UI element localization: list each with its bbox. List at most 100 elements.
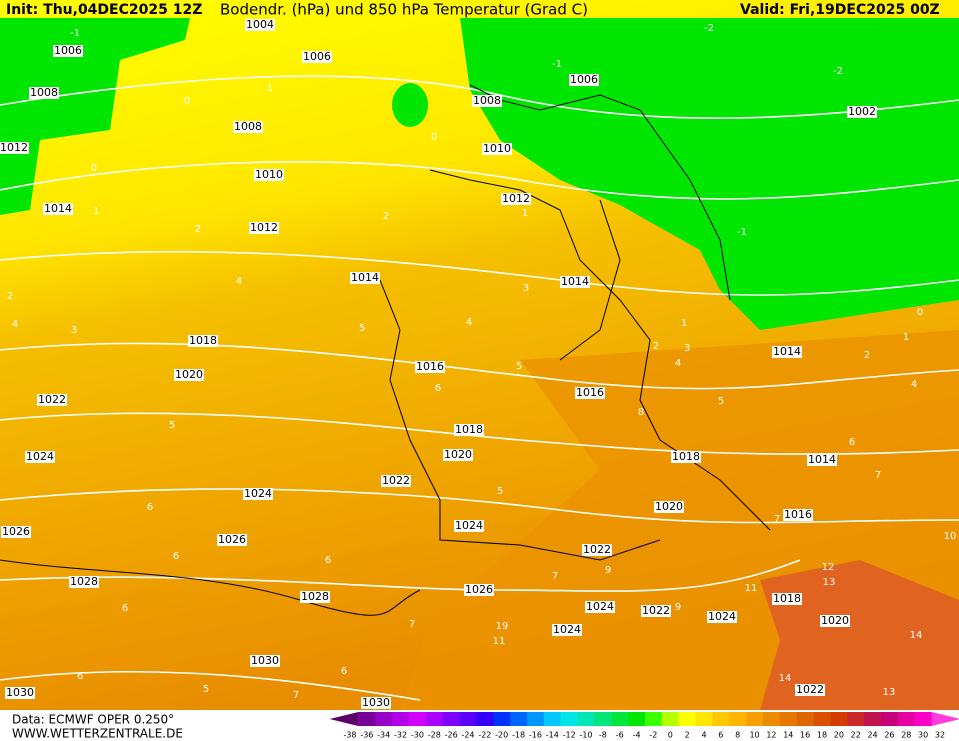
colorbar-tick-label: -4: [633, 731, 641, 740]
temperature-label: 1: [522, 208, 528, 219]
colorbar-swatch: [611, 712, 629, 726]
init-time: Init: Thu,04DEC2025 12Z: [6, 2, 202, 18]
isobar-label-box: [641, 605, 671, 617]
isobar-label: 1028: [70, 575, 98, 588]
temperature-label: 3: [684, 343, 690, 354]
isobar-label-box: [585, 601, 615, 613]
temperature-label: 0: [91, 163, 97, 174]
colorbar-swatch: [493, 712, 511, 726]
isobar-label: 1018: [672, 450, 700, 463]
isobar-label: 1016: [416, 360, 444, 373]
colorbar-swatch: [914, 712, 933, 726]
colorbar-tick-label: 26: [884, 731, 894, 740]
colorbar-tick-label: 6: [718, 731, 723, 740]
colorbar-swatch: [425, 712, 444, 726]
colorbar-swatch: [881, 712, 899, 726]
temperature-label: 13: [883, 687, 896, 698]
temperature-label: 6: [77, 671, 83, 682]
isobar-label: 1002: [848, 105, 876, 118]
isobar-label: 1026: [2, 525, 30, 538]
colorbar-tick-label: 24: [867, 731, 877, 740]
isobar-label: 1022: [382, 474, 410, 487]
isobar-label: 1014: [44, 202, 72, 215]
isobar-label-box: [795, 684, 825, 696]
valid-time: Valid: Fri,19DEC2025 00Z: [740, 2, 940, 18]
isobar-label-box: [847, 106, 877, 118]
isobar-label: 1030: [6, 686, 34, 699]
isobar-label: 1010: [255, 168, 283, 181]
isobar-label-box: [361, 697, 391, 709]
colorbar-tick-label: -8: [599, 731, 607, 740]
colorbar-tick-label: -16: [529, 731, 542, 740]
temperature-label: 14: [910, 630, 923, 641]
isobar-label-box: [217, 534, 247, 546]
isobar-label-box: [560, 276, 590, 288]
isobar-label-box: [300, 591, 330, 603]
isobar-label-box: [464, 584, 494, 596]
temperature-label: 6: [435, 383, 441, 394]
temperature-label: 1: [681, 318, 687, 329]
colorbar-tick-label: -36: [360, 731, 373, 740]
temperature-label: 2: [864, 350, 870, 361]
temperature-label: 4: [12, 319, 18, 330]
colorbar-swatch: [645, 712, 663, 726]
temperature-label: -2: [833, 66, 843, 77]
temperature-label: 6: [325, 555, 331, 566]
isobar-label-box: [249, 222, 279, 234]
colorbar-tick-label: 16: [800, 731, 810, 740]
temperature-label: 7: [875, 470, 881, 481]
colorbar-tick-label: -18: [512, 731, 525, 740]
temperature-label: 4: [236, 276, 242, 287]
temperature-label: 5: [359, 323, 365, 334]
temperature-label: 19: [496, 621, 509, 632]
colorbar-swatch: [796, 712, 815, 726]
colorbar-tick-label: 22: [851, 731, 861, 740]
colorbar-tick-label: 32: [935, 731, 945, 740]
isobar-label: 1012: [0, 141, 28, 154]
isobar-label-box: [43, 203, 73, 215]
cold-area: [0, 18, 190, 215]
colorbar-tick-label: -12: [563, 731, 576, 740]
colorbar-tick-label: -22: [478, 731, 491, 740]
colorbar-swatch: [527, 712, 545, 726]
temperature-label: 2: [383, 211, 389, 222]
isobar-label: 1024: [455, 519, 483, 532]
isobar-label: 1006: [54, 44, 82, 57]
isobar-label: 1008: [473, 94, 501, 107]
colorbar-tick-label: 0: [668, 731, 673, 740]
isobar-label: 1022: [583, 543, 611, 556]
colorbar-swatch: [459, 712, 477, 726]
isobar-label: 1018: [773, 592, 801, 605]
isobar-label-box: [350, 272, 380, 284]
colorbar-swatch: [628, 712, 646, 726]
colorbar-swatch: [864, 712, 882, 726]
isobar-label-box: [415, 361, 445, 373]
colorbar-arrow: [329, 712, 359, 726]
isobar-label-box: [69, 576, 99, 588]
isobar-label-box: [671, 451, 701, 463]
colorbar-swatch: [897, 712, 916, 726]
isobar-label-box: [0, 142, 29, 154]
colorbar-tick-label: -10: [579, 731, 592, 740]
colorbar-swatch: [661, 712, 680, 726]
website: WWW.WETTERZENTRALE.DE: [12, 727, 183, 741]
isobar-label: 1018: [189, 334, 217, 347]
temperature-label: 4: [675, 358, 681, 369]
isobar-label-box: [1, 526, 31, 538]
isobar-label: 1006: [303, 50, 331, 63]
data-source: Data: ECMWF OPER 0.250°: [12, 713, 174, 727]
temperature-label: -1: [737, 227, 747, 238]
hot-area: [760, 560, 959, 710]
colorbar-tick-label: -2: [649, 731, 657, 740]
isobar-label-box: [37, 394, 67, 406]
isobar-label-box: [569, 74, 599, 86]
colorbar-tick-label: 18: [817, 731, 827, 740]
isobar-label-box: [454, 520, 484, 532]
isobar-label: 1020: [655, 500, 683, 513]
isobar-label: 1024: [26, 450, 54, 463]
colorbar-swatch: [543, 712, 562, 726]
colorbar-tick-label: 28: [901, 731, 911, 740]
isobar-label: 1014: [561, 275, 589, 288]
isobar-label: 1018: [455, 423, 483, 436]
isobar-label: 1014: [351, 271, 379, 284]
